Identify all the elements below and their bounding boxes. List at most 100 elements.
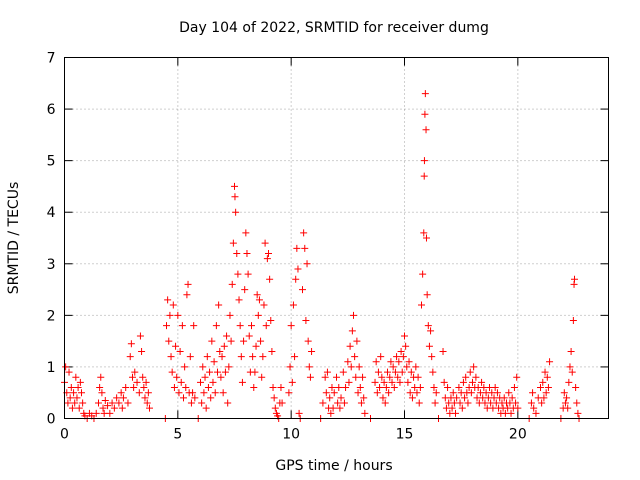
data-point — [226, 311, 234, 319]
data-point — [514, 404, 522, 412]
data-point — [141, 394, 149, 402]
data-point — [472, 373, 480, 381]
data-point — [267, 317, 275, 325]
data-point — [269, 384, 277, 392]
data-point — [170, 384, 178, 392]
data-point — [190, 322, 198, 330]
data-point — [183, 291, 191, 299]
data-point — [177, 378, 185, 386]
data-point — [327, 409, 335, 417]
data-point — [561, 399, 569, 407]
data-point — [404, 378, 412, 386]
data-point — [232, 208, 240, 216]
data-point — [184, 280, 192, 288]
data-point — [462, 373, 470, 381]
data-point — [539, 378, 547, 386]
data-point — [356, 384, 364, 392]
data-point — [166, 311, 174, 319]
data-point — [163, 322, 170, 330]
data-point — [300, 229, 308, 237]
data-point — [572, 384, 580, 392]
data-point — [543, 373, 551, 381]
data-point — [233, 249, 241, 257]
data-point — [201, 373, 209, 381]
data-point — [380, 378, 388, 386]
x-tick-label: 15 — [396, 427, 414, 443]
data-point — [414, 373, 422, 381]
x-tick-label: 5 — [173, 427, 182, 443]
data-point — [510, 384, 518, 392]
data-point — [268, 347, 276, 355]
data-point — [405, 358, 413, 366]
data-point — [243, 249, 251, 257]
data-point — [423, 291, 431, 299]
data-point — [569, 317, 577, 325]
data-point — [253, 291, 261, 299]
data-point — [387, 358, 395, 366]
data-point — [202, 404, 210, 412]
data-point — [209, 378, 217, 386]
x-tick-label: 20 — [509, 427, 527, 443]
data-point — [564, 404, 572, 412]
data-point — [231, 193, 239, 201]
data-point — [234, 270, 242, 278]
data-point — [66, 394, 74, 402]
data-point — [92, 409, 100, 417]
data-point — [374, 368, 382, 376]
data-point — [336, 404, 344, 412]
data-point — [126, 353, 134, 361]
data-point — [214, 368, 221, 376]
data-point — [420, 229, 428, 237]
data-point — [277, 384, 285, 392]
data-point — [567, 347, 575, 355]
data-point — [394, 373, 402, 381]
data-point — [424, 322, 432, 330]
data-point — [172, 342, 180, 350]
data-point — [287, 322, 295, 330]
data-point — [344, 358, 352, 366]
data-point — [546, 358, 554, 366]
data-point — [288, 378, 296, 386]
data-point — [574, 409, 582, 417]
data-point — [305, 363, 313, 371]
data-point — [113, 394, 121, 402]
data-point — [181, 363, 189, 371]
data-point — [329, 404, 337, 412]
data-point — [351, 353, 359, 361]
data-point — [301, 244, 309, 252]
data-point — [138, 347, 146, 355]
data-point — [334, 399, 342, 407]
data-point — [221, 368, 229, 376]
data-point — [168, 368, 176, 376]
data-point — [345, 378, 353, 386]
data-point — [211, 389, 219, 397]
data-point — [461, 394, 469, 402]
x-tick-label: 10 — [282, 427, 300, 443]
data-point — [335, 384, 343, 392]
data-point — [164, 296, 172, 304]
data-point — [421, 110, 429, 118]
data-point — [220, 342, 228, 350]
data-point — [444, 384, 452, 392]
data-point — [563, 394, 571, 402]
data-point — [258, 373, 266, 381]
data-point — [415, 399, 423, 407]
data-point — [491, 384, 499, 392]
data-point — [432, 389, 440, 397]
data-point — [372, 358, 380, 366]
data-point — [135, 389, 143, 397]
data-point — [224, 399, 232, 407]
data-point — [352, 373, 360, 381]
data-point — [176, 347, 184, 355]
data-point — [393, 353, 401, 361]
data-point — [541, 368, 549, 376]
data-point — [76, 378, 84, 386]
data-point — [389, 363, 397, 371]
data-point — [466, 368, 474, 376]
data-point — [350, 311, 357, 319]
data-point — [573, 399, 581, 407]
data-point — [265, 249, 272, 257]
data-point — [106, 409, 114, 417]
data-point — [285, 389, 293, 397]
